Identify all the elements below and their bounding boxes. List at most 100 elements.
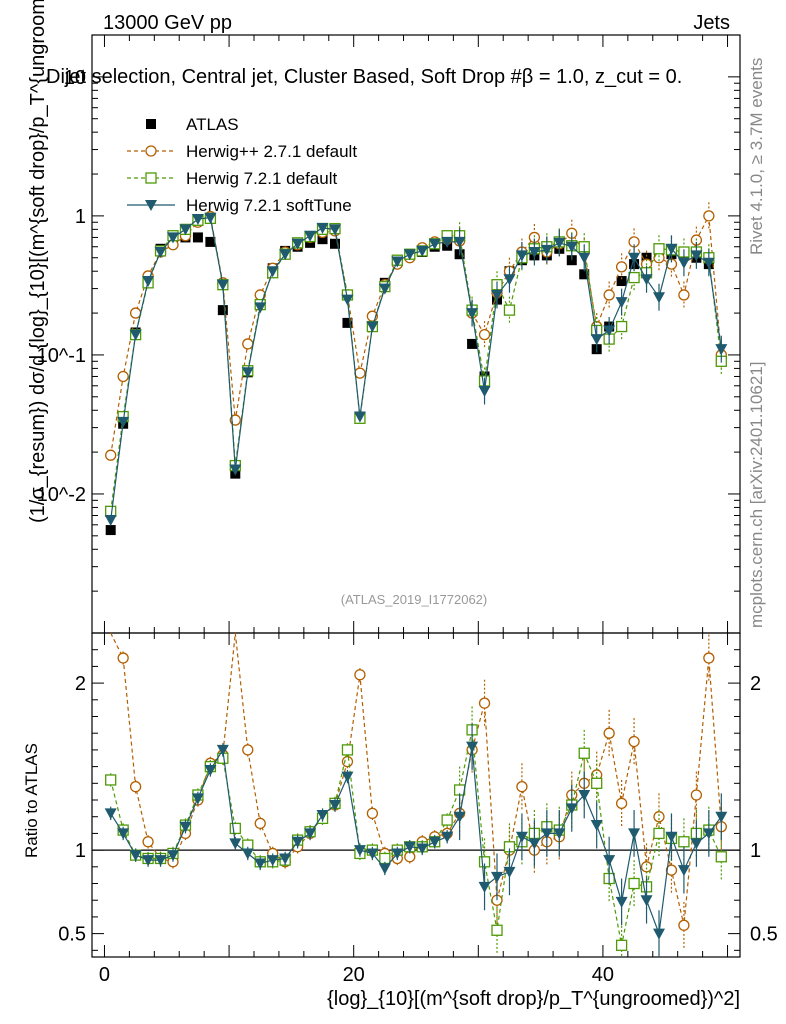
ratio-point (304, 828, 317, 840)
ratio-point (441, 814, 453, 826)
ratio-series-group (104, 632, 728, 957)
ratio-point (615, 896, 628, 908)
main-point (528, 246, 541, 258)
ratio-point (117, 828, 130, 840)
legend-herwigpp-271: Herwig++ 2.7.1 default (127, 142, 357, 161)
ratio-y-axis-label: Ratio to ATLAS (22, 743, 41, 858)
ratio-point (478, 697, 491, 709)
main-point (105, 525, 116, 536)
ratio-point (266, 855, 279, 867)
main-point (453, 236, 466, 248)
main-point (342, 317, 353, 328)
main-point (179, 224, 192, 236)
ratio-point (453, 811, 466, 823)
ratio-point (590, 820, 603, 832)
main-point (416, 245, 429, 257)
ratio-point (690, 838, 703, 850)
ratio-point (516, 780, 528, 793)
ratio-point (653, 928, 665, 940)
ratio-point (503, 866, 516, 878)
ratio-point (615, 939, 628, 951)
main-point (366, 321, 379, 333)
ratio-point (665, 831, 678, 843)
main-point (192, 232, 203, 243)
ratio-point (341, 755, 354, 768)
ratio-point (466, 741, 479, 753)
x-tick-label: 20 (343, 964, 365, 986)
ratio-point (677, 865, 690, 877)
main-point (304, 230, 317, 242)
main-point (478, 386, 491, 398)
main-point (142, 276, 155, 288)
main-y-tick-label: 1 (75, 206, 86, 228)
ratio-y-tick-label-right: 2 (750, 673, 761, 695)
ratio-point (565, 803, 578, 815)
legend-atlas: ATLAS (146, 115, 239, 134)
main-point (715, 344, 728, 356)
main-point (579, 269, 590, 280)
ratio-point (229, 822, 241, 835)
main-point (329, 224, 341, 236)
main-point (565, 241, 578, 253)
main-axis-ticks: 10^-2 10^-1 1 10 (37, 34, 740, 634)
ratio-point (378, 863, 391, 875)
legend-marker (146, 119, 156, 129)
ratio-series-line (110, 632, 722, 926)
legend-label: Herwig 7.2.1 default (186, 169, 337, 188)
main-series-line (110, 213, 722, 456)
ratio-y-tick-label-left: 2 (75, 673, 86, 695)
ratio-point (129, 780, 142, 793)
ratio-panel-frame (91, 632, 741, 958)
main-point (503, 304, 516, 316)
ratio-y-tick-label-right: 1 (750, 840, 761, 862)
main-point (628, 271, 640, 284)
ratio-point (105, 774, 117, 786)
main-point (641, 252, 652, 263)
main-point (653, 243, 665, 255)
ratio-point (391, 848, 404, 860)
ratio-point (653, 827, 665, 840)
ratio-point (254, 817, 266, 830)
main-point (690, 250, 703, 262)
x-tick-label: 40 (592, 964, 614, 986)
ratio-point (316, 810, 329, 822)
ratio-point (229, 838, 242, 850)
main-point (677, 257, 690, 269)
main-point (254, 302, 267, 314)
main-point (167, 232, 179, 244)
ratio-point (291, 836, 304, 848)
reference-label: (ATLAS_2019_I1772062) (341, 592, 487, 607)
ratio-point (665, 864, 678, 876)
main-y-tick-label: 10^-2 (37, 484, 86, 506)
main-point (191, 213, 204, 225)
ratio-point (179, 821, 192, 833)
main-point (665, 243, 678, 255)
ratio-axis-ticks: 0.5 0.51 12 20 20 40 (58, 633, 778, 986)
main-point (317, 234, 328, 245)
ratio-point (191, 793, 204, 805)
main-point (341, 294, 354, 306)
main-point (603, 325, 616, 337)
main-point (229, 464, 242, 476)
chart-title: Dijet selection, Central jet, Cluster Ba… (46, 66, 682, 88)
legend: ATLAS Herwig++ 2.7.1 default Herwig 7.2.1 … (127, 115, 357, 215)
ratio-point (441, 831, 454, 843)
legend-herwig-721-default: Herwig 7.2.1 default (127, 169, 337, 188)
main-point (117, 416, 130, 428)
ratio-point (254, 858, 267, 870)
ratio-point (104, 808, 117, 820)
legend-marker (145, 145, 157, 157)
ratio-point (578, 790, 591, 801)
ratio-point (603, 855, 616, 867)
main-point (129, 307, 142, 319)
ratio-point (678, 836, 690, 848)
main-point (428, 238, 441, 250)
main-point (391, 256, 404, 268)
legend-herwig-721-softtune: Herwig 7.2.1 softTune (127, 196, 352, 215)
ratio-point (578, 747, 590, 759)
main-point (615, 297, 628, 309)
main-point (291, 238, 304, 250)
ratio-point (478, 881, 491, 893)
ratio-point (242, 744, 254, 756)
main-point (703, 210, 715, 222)
